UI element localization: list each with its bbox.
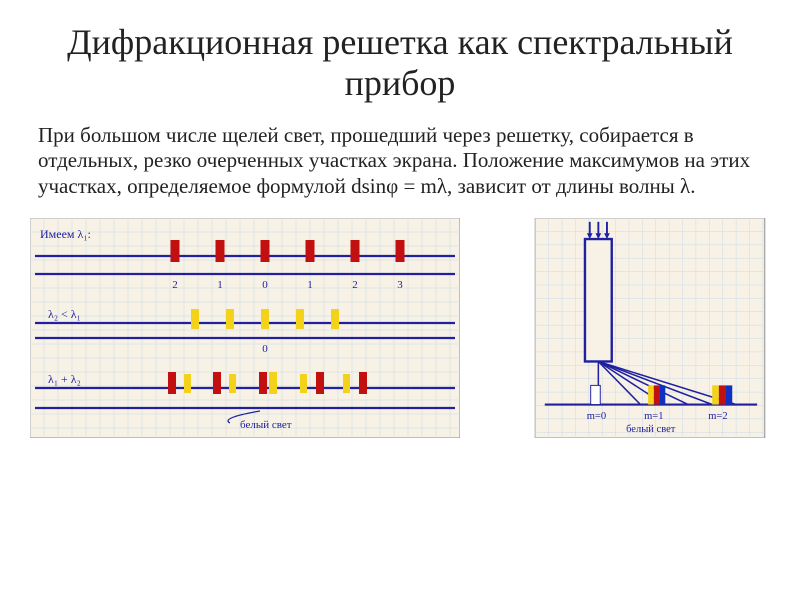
- left-diagram: Имеем λ₁: 2 1 0 1 2 3 λ₂ < λ₁ 0 λ₁ + λ₂ белый…: [30, 218, 460, 438]
- row3-bottom-label: белый свет: [240, 419, 292, 431]
- svg-text:1: 1: [217, 279, 223, 291]
- incoming-arrows: [587, 221, 610, 238]
- svg-text:1: 1: [307, 279, 313, 291]
- svg-text:m=2: m=2: [708, 410, 727, 421]
- svg-text:2: 2: [172, 279, 178, 291]
- diagram-row: Имеем λ₁: 2 1 0 1 2 3 λ₂ < λ₁ 0 λ₁ + λ₂ белый…: [0, 210, 800, 438]
- svg-text:0: 0: [262, 343, 268, 355]
- svg-text:3: 3: [397, 279, 403, 291]
- svg-text:2: 2: [352, 279, 358, 291]
- svg-text:m=1: m=1: [644, 410, 663, 421]
- row1-label: Имеем λ₁:: [40, 227, 91, 241]
- right-bottom-label: белый свет: [626, 424, 676, 435]
- svg-text:m=0: m=0: [587, 410, 606, 421]
- page-title: Дифракционная решетка как спектральный п…: [0, 0, 800, 115]
- body-paragraph: При большом числе щелей свет, прошедший …: [0, 115, 800, 210]
- svg-text:0: 0: [262, 279, 268, 291]
- row3-label: λ₁ + λ₂: [48, 372, 81, 386]
- row2-label: λ₂ < λ₁: [48, 307, 81, 321]
- right-diagram: m=0 m=1 m=2 белый свет: [530, 218, 770, 438]
- slit-column: [585, 239, 612, 361]
